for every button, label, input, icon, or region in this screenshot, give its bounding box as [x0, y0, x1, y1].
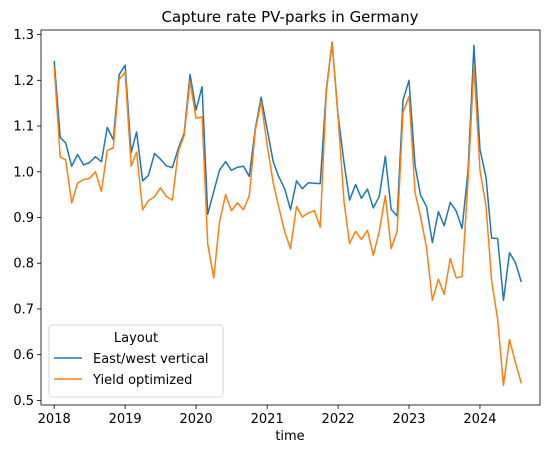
plot-lines [53, 41, 523, 387]
y-tick-label: 0.6 [13, 348, 34, 363]
y-tick-label: 1.3 [13, 28, 34, 43]
legend-box [48, 324, 224, 398]
y-tick-label: 1.1 [13, 120, 34, 135]
x-tick-label: 2020 [180, 412, 213, 427]
series-line-yield-optimized [53, 41, 523, 387]
y-tick-label: 0.5 [13, 394, 34, 409]
series-line-east-west-vertical [53, 41, 523, 302]
x-axis-label: time [275, 429, 304, 444]
x-tick-label: 2018 [38, 412, 71, 427]
chart-title: Capture rate PV-parks in Germany [161, 8, 418, 26]
y-tick-label: 0.8 [13, 257, 34, 272]
y-tick-label: 0.9 [13, 211, 34, 226]
x-tick-label: 2022 [322, 412, 355, 427]
x-tick-label: 2024 [463, 412, 496, 427]
y-axis: 0.5 0.6 0.7 0.8 0.9 1.0 1.1 1.2 1.3 [13, 28, 41, 409]
y-tick-label: 0.7 [13, 302, 34, 317]
x-axis: 2018 2019 2020 2021 2022 2023 2024 [38, 405, 497, 427]
y-tick-label: 1.0 [13, 165, 34, 180]
legend-label-yield-optimized: Yield optimized [92, 373, 192, 388]
legend-label-east-west: East/west vertical [93, 352, 209, 367]
legend-title: Layout [114, 331, 158, 346]
x-tick-label: 2021 [251, 412, 284, 427]
legend: Layout East/west vertical Yield optimize… [48, 324, 224, 398]
x-tick-label: 2019 [109, 412, 142, 427]
y-tick-label: 1.2 [13, 74, 34, 89]
x-tick-label: 2023 [392, 412, 425, 427]
